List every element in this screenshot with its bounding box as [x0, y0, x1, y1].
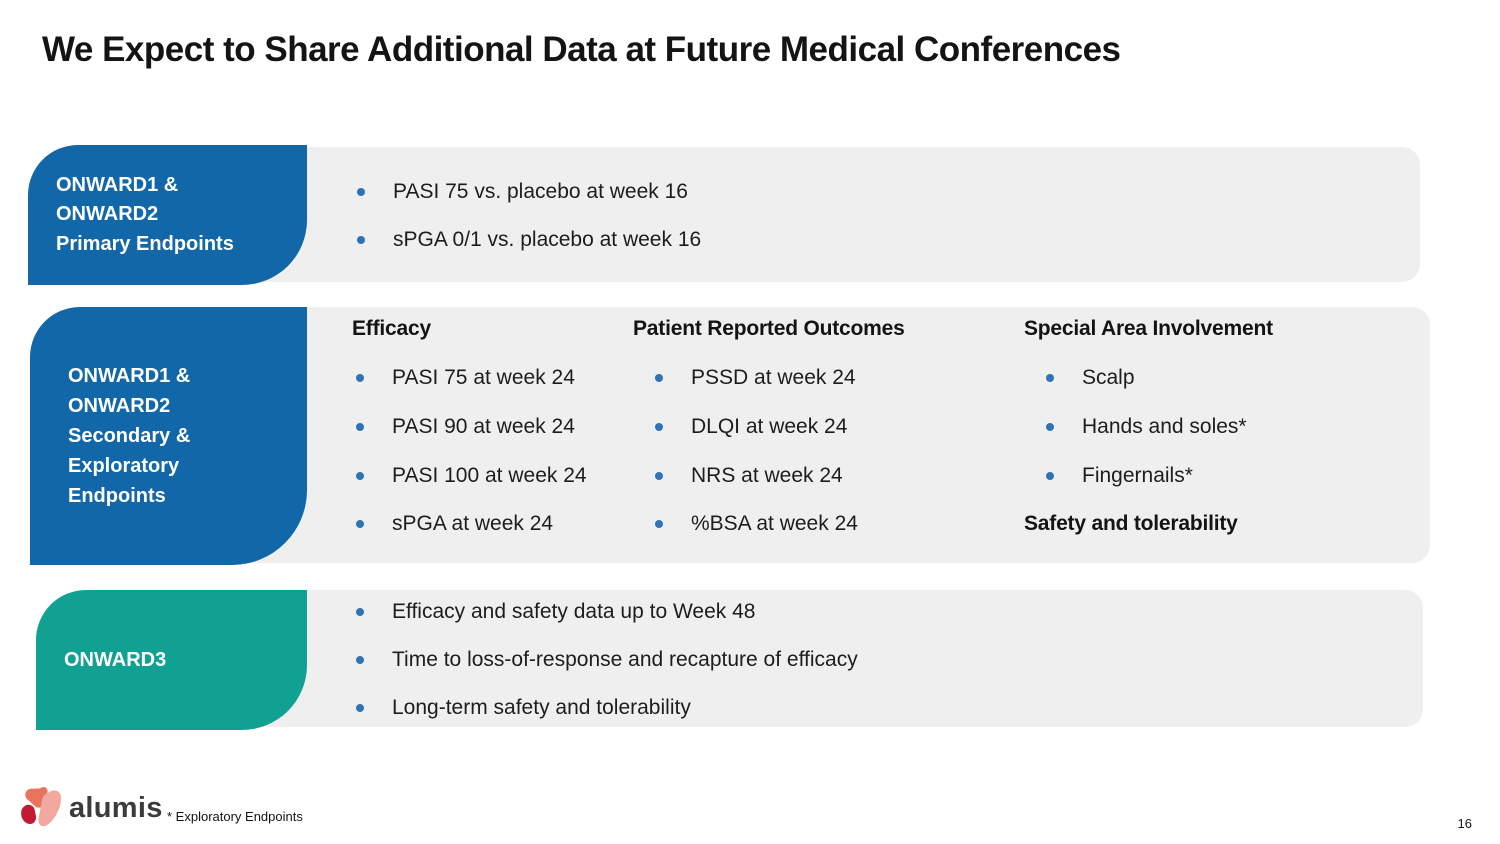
row3-label-line: ONWARD3	[64, 649, 167, 671]
list-item: Long-term safety and tolerability	[356, 684, 858, 732]
row2-label-line: ONWARD1 &	[68, 365, 191, 387]
bullet-dot-icon	[655, 374, 663, 383]
patient-reported-outcomes-bullet-list: PSSD at week 24 DLQI at week 24 NRS at w…	[655, 354, 858, 549]
column-heading-patient-reported-outcomes: Patient Reported Outcomes	[633, 317, 905, 340]
column-heading-efficacy: Efficacy	[352, 317, 431, 340]
list-item: Fingernails*	[1046, 451, 1247, 500]
list-item: NRS at week 24	[655, 451, 858, 500]
bullet-dot-icon	[655, 423, 663, 432]
bullet-text: PSSD at week 24	[691, 366, 856, 390]
list-item: Time to loss-of-response and recapture o…	[356, 636, 858, 684]
page-title: We Expect to Share Additional Data at Fu…	[42, 30, 1121, 69]
bullet-text: PASI 100 at week 24	[392, 463, 587, 487]
row2-label-line: Endpoints	[68, 485, 166, 507]
list-item: Hands and soles*	[1046, 403, 1247, 452]
list-item: sPGA 0/1 vs. placebo at week 16	[357, 216, 701, 264]
row2-label-line: ONWARD2	[68, 395, 171, 417]
bullet-dot-icon	[1046, 471, 1054, 480]
bullet-dot-icon	[356, 520, 364, 529]
bullet-text: sPGA at week 24	[392, 512, 554, 536]
list-item: Scalp	[1046, 354, 1247, 403]
bullet-dot-icon	[356, 608, 364, 616]
row1-label-line: ONWARD1 &	[56, 173, 179, 196]
bullet-text: PASI 75 vs. placebo at week 16	[393, 180, 688, 203]
bullet-text: Scalp	[1082, 366, 1135, 390]
alumis-logo-mark-icon	[21, 787, 62, 827]
list-item: PASI 75 at week 24	[356, 354, 587, 403]
bullet-dot-icon	[1046, 374, 1054, 383]
list-item: PASI 90 at week 24	[356, 403, 587, 452]
bullet-text: Time to loss-of-response and recapture o…	[392, 648, 858, 671]
row2-label-line: Secondary &	[68, 425, 191, 447]
list-item: PSSD at week 24	[655, 354, 858, 403]
bullet-dot-icon	[1046, 423, 1054, 432]
list-item: PASI 75 vs. placebo at week 16	[357, 168, 701, 216]
row1-label-line: ONWARD2	[56, 203, 159, 226]
bullet-dot-icon	[356, 423, 364, 432]
row1-panel	[180, 147, 1420, 282]
list-item: sPGA at week 24	[356, 500, 587, 549]
bullet-text: PASI 90 at week 24	[392, 415, 575, 439]
bullet-text: %BSA at week 24	[691, 512, 858, 536]
bullet-dot-icon	[356, 656, 364, 664]
row2-label-line: Exploratory	[68, 455, 180, 477]
column-heading-special-area-involvement: Special Area Involvement	[1024, 317, 1273, 340]
efficacy-bullet-list: PASI 75 at week 24 PASI 90 at week 24 PA…	[356, 354, 587, 549]
list-item: PASI 100 at week 24	[356, 451, 587, 500]
list-item: Efficacy and safety data up to Week 48	[356, 588, 858, 636]
alumis-logo-wordmark: alumis	[69, 791, 163, 824]
bullet-text: Fingernails*	[1082, 463, 1193, 487]
bullet-text: PASI 75 at week 24	[392, 366, 575, 390]
special-area-involvement-bullet-list: Scalp Hands and soles* Fingernails*	[1046, 354, 1247, 500]
bullet-dot-icon	[655, 471, 663, 480]
row2-label-onward12-secondary: ONWARD1 & ONWARD2 Secondary & Explorator…	[30, 307, 307, 565]
bullet-dot-icon	[356, 704, 364, 712]
bullet-text: sPGA 0/1 vs. placebo at week 16	[393, 228, 702, 251]
bullet-text: Hands and soles*	[1082, 415, 1247, 439]
row1-bullet-list: PASI 75 vs. placebo at week 16 sPGA 0/1 …	[357, 168, 701, 264]
row2-panel	[180, 307, 1430, 563]
safety-and-tolerability-heading: Safety and tolerability	[1024, 512, 1238, 535]
bullet-text: NRS at week 24	[691, 463, 843, 487]
bullet-dot-icon	[356, 471, 364, 480]
footnote-exploratory-endpoints: * Exploratory Endpoints	[167, 809, 303, 824]
bullet-text: Efficacy and safety data up to Week 48	[392, 600, 756, 623]
row3-label-onward3: ONWARD3	[36, 590, 307, 730]
bullet-dot-icon	[655, 520, 663, 529]
bullet-text: Long-term safety and tolerability	[392, 696, 691, 719]
bullet-text: DLQI at week 24	[691, 415, 848, 439]
page-number: 16	[1457, 816, 1472, 831]
row1-label-line: Primary Endpoints	[56, 232, 234, 255]
alumis-logo: alumis	[20, 785, 163, 831]
row1-label-onward12-primary: ONWARD1 & ONWARD2 Primary Endpoints	[28, 145, 307, 285]
list-item: DLQI at week 24	[655, 403, 858, 452]
bullet-dot-icon	[356, 374, 364, 383]
row3-panel	[180, 590, 1423, 727]
row3-bullet-list: Efficacy and safety data up to Week 48 T…	[356, 588, 858, 732]
bullet-dot-icon	[357, 236, 365, 244]
list-item: %BSA at week 24	[655, 500, 858, 549]
bullet-dot-icon	[357, 188, 365, 196]
